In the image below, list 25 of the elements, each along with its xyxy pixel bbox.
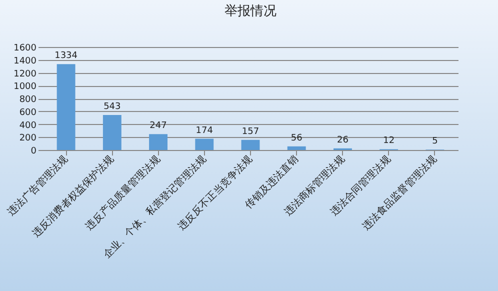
data-label: 174 bbox=[196, 126, 214, 136]
data-label: 543 bbox=[104, 102, 121, 112]
chart-title: 举报情况 bbox=[224, 4, 276, 19]
y-tick-label: 1000 bbox=[14, 82, 37, 92]
bar bbox=[241, 140, 260, 150]
bar bbox=[149, 134, 168, 150]
data-label: 12 bbox=[383, 136, 395, 146]
data-label: 5 bbox=[432, 136, 438, 147]
data-label: 157 bbox=[242, 126, 260, 137]
bar bbox=[102, 115, 122, 150]
y-tick-label: 600 bbox=[19, 108, 37, 118]
bar bbox=[56, 64, 76, 150]
y-tick-label: 1600 bbox=[14, 44, 37, 54]
data-label: 1334 bbox=[54, 51, 78, 62]
data-label: 247 bbox=[150, 121, 167, 132]
y-tick-label: 400 bbox=[19, 120, 37, 131]
y-tick-label: 0 bbox=[30, 146, 37, 156]
y-tick-label: 1400 bbox=[14, 56, 37, 66]
bar bbox=[287, 146, 306, 150]
data-label: 56 bbox=[290, 133, 303, 144]
bar bbox=[195, 138, 214, 150]
y-tick-label: 1200 bbox=[14, 69, 37, 80]
y-tick-label: 800 bbox=[19, 95, 37, 105]
y-tick-label: 200 bbox=[19, 134, 37, 144]
data-label: 26 bbox=[336, 135, 349, 146]
